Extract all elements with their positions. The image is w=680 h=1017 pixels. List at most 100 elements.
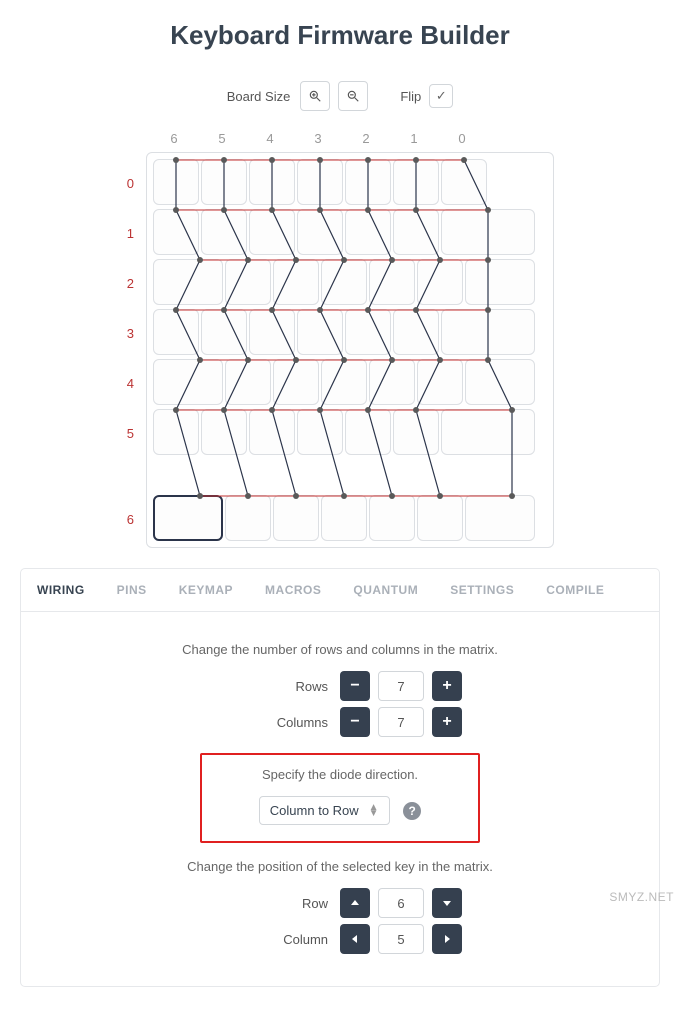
key[interactable]: [321, 359, 367, 405]
key[interactable]: [201, 159, 247, 205]
config-panel: WIRINGPINSKEYMAPMACROSQUANTUMSETTINGSCOM…: [20, 568, 660, 987]
key[interactable]: [153, 359, 223, 405]
rows-input[interactable]: [378, 671, 424, 701]
key[interactable]: [225, 495, 271, 541]
key[interactable]: [393, 409, 439, 455]
key[interactable]: [249, 209, 295, 255]
position-text: Change the position of the selected key …: [31, 859, 649, 874]
diode-highlight-box: Specify the diode direction. Column to R…: [200, 753, 480, 843]
col-label: 1: [390, 131, 438, 146]
row-input[interactable]: [378, 888, 424, 918]
key[interactable]: [273, 495, 319, 541]
col-label: 3: [294, 131, 342, 146]
key[interactable]: [465, 359, 535, 405]
key[interactable]: [369, 259, 415, 305]
key[interactable]: [441, 159, 487, 205]
diode-text: Specify the diode direction.: [242, 767, 438, 782]
row-label: 2: [80, 276, 134, 291]
key[interactable]: [201, 209, 247, 255]
page-title: Keyboard Firmware Builder: [20, 20, 660, 51]
cols-input[interactable]: [378, 707, 424, 737]
key[interactable]: [417, 259, 463, 305]
key[interactable]: [345, 409, 391, 455]
key[interactable]: [273, 259, 319, 305]
key[interactable]: [297, 209, 343, 255]
key[interactable]: [153, 495, 223, 541]
key[interactable]: [465, 495, 535, 541]
key[interactable]: [225, 359, 271, 405]
key[interactable]: [345, 159, 391, 205]
diode-direction-value: Column to Row: [270, 803, 359, 818]
key[interactable]: [297, 409, 343, 455]
col-left-button[interactable]: [340, 924, 370, 954]
key[interactable]: [321, 259, 367, 305]
key[interactable]: [249, 409, 295, 455]
col-label: 4: [246, 131, 294, 146]
diode-help-icon[interactable]: ?: [403, 802, 421, 820]
board-size-label: Board Size: [227, 89, 291, 104]
watermark: SMYZ.NET: [609, 890, 674, 904]
col-label: 0: [438, 131, 486, 146]
key[interactable]: [441, 309, 535, 355]
key[interactable]: [393, 159, 439, 205]
row-label: 4: [80, 376, 134, 391]
rows-increment-button[interactable]: +: [432, 671, 462, 701]
wiring-panel: Change the number of rows and columns in…: [21, 612, 659, 986]
key[interactable]: [297, 309, 343, 355]
key[interactable]: [201, 409, 247, 455]
key[interactable]: [153, 409, 199, 455]
diode-direction-select[interactable]: Column to Row ▲▼: [259, 796, 390, 825]
row-up-button[interactable]: [340, 888, 370, 918]
tab-pins[interactable]: PINS: [101, 569, 163, 611]
zoom-in-icon: [308, 89, 322, 103]
key[interactable]: [345, 209, 391, 255]
zoom-out-icon: [346, 89, 360, 103]
key[interactable]: [441, 209, 535, 255]
key[interactable]: [201, 309, 247, 355]
rows-decrement-button[interactable]: −: [340, 671, 370, 701]
tab-macros[interactable]: MACROS: [249, 569, 337, 611]
key[interactable]: [273, 359, 319, 405]
flip-label: Flip: [400, 89, 421, 104]
config-tabs: WIRINGPINSKEYMAPMACROSQUANTUMSETTINGSCOM…: [21, 569, 659, 612]
tab-settings[interactable]: SETTINGS: [434, 569, 530, 611]
key[interactable]: [249, 309, 295, 355]
key[interactable]: [297, 159, 343, 205]
key[interactable]: [393, 309, 439, 355]
key[interactable]: [393, 209, 439, 255]
col-label: 6: [150, 131, 198, 146]
zoom-in-button[interactable]: [300, 81, 330, 111]
row-down-button[interactable]: [432, 888, 462, 918]
key[interactable]: [225, 259, 271, 305]
key[interactable]: [153, 209, 199, 255]
key[interactable]: [369, 359, 415, 405]
key[interactable]: [153, 309, 199, 355]
key[interactable]: [465, 259, 535, 305]
board-wrap: 6543210 0123456: [80, 131, 600, 548]
zoom-out-button[interactable]: [338, 81, 368, 111]
cols-increment-button[interactable]: +: [432, 707, 462, 737]
tab-quantum[interactable]: QUANTUM: [337, 569, 434, 611]
col-label: Column: [218, 932, 328, 947]
tab-wiring[interactable]: WIRING: [21, 569, 101, 611]
key[interactable]: [369, 495, 415, 541]
row-label: 0: [80, 176, 134, 191]
keyboard-board[interactable]: [146, 152, 554, 548]
key[interactable]: [153, 159, 199, 205]
key[interactable]: [321, 495, 367, 541]
key[interactable]: [417, 359, 463, 405]
col-right-button[interactable]: [432, 924, 462, 954]
key[interactable]: [417, 495, 463, 541]
key[interactable]: [153, 259, 223, 305]
row-label: 3: [80, 326, 134, 341]
key[interactable]: [441, 409, 535, 455]
col-input[interactable]: [378, 924, 424, 954]
key[interactable]: [249, 159, 295, 205]
col-label: 5: [198, 131, 246, 146]
flip-checkbox[interactable]: ✓: [429, 84, 453, 108]
key[interactable]: [345, 309, 391, 355]
tab-compile[interactable]: COMPILE: [530, 569, 620, 611]
col-label: 2: [342, 131, 390, 146]
tab-keymap[interactable]: KEYMAP: [163, 569, 249, 611]
cols-decrement-button[interactable]: −: [340, 707, 370, 737]
